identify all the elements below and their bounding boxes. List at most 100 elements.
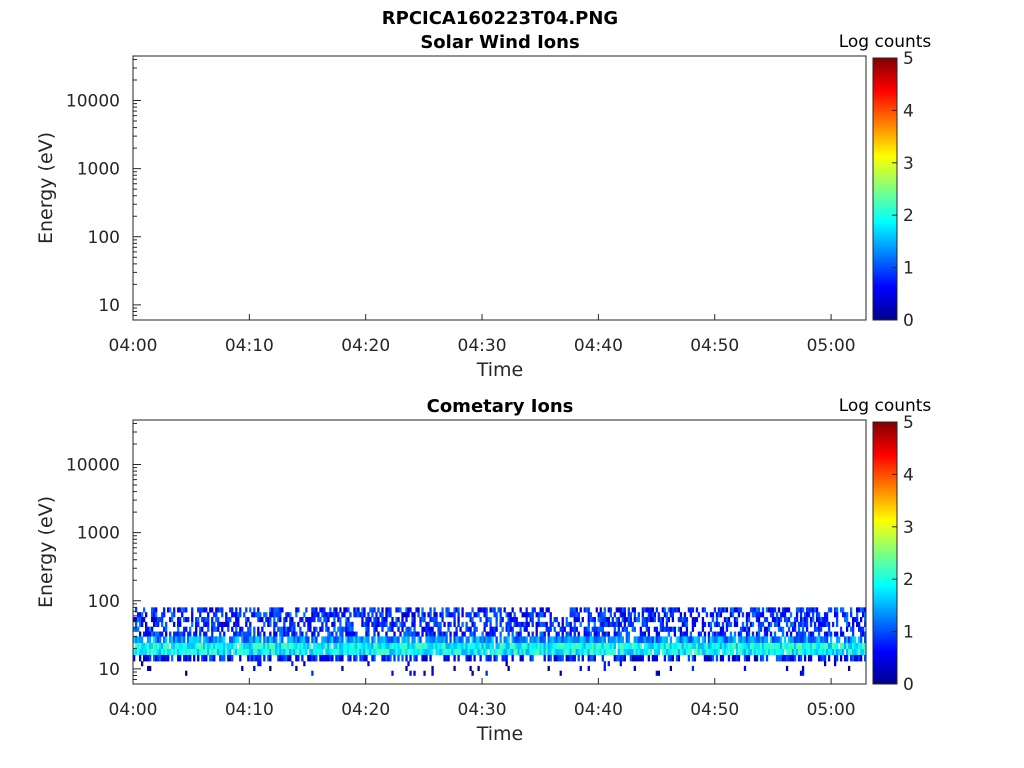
spectrogram-cell <box>431 665 434 671</box>
spectrogram-cell <box>721 631 725 637</box>
spectrogram-cell <box>629 654 632 662</box>
spectrogram-cell <box>765 617 769 623</box>
spectrogram-cell <box>231 626 234 632</box>
spectrogram-cell <box>289 617 292 623</box>
spectrogram-cell <box>809 642 813 650</box>
spectrogram-cell <box>389 612 392 618</box>
spectrogram-cell <box>405 607 408 613</box>
spectrogram-cell <box>541 607 544 613</box>
spectrogram-cell <box>353 631 356 637</box>
spectrogram-cell <box>377 631 380 637</box>
spectrogram-cell <box>247 648 250 656</box>
spectrogram-cell <box>243 636 246 644</box>
spectrogram-cell <box>405 648 408 656</box>
spectrogram-cell <box>203 648 206 656</box>
spectrogram-cell <box>139 621 142 628</box>
spectrogram-cell <box>649 648 652 656</box>
spectrogram-cell <box>301 648 304 656</box>
spectrogram-cell <box>395 642 398 650</box>
spectrogram-cell <box>385 654 388 662</box>
spectrogram-cell <box>475 648 478 656</box>
spectrogram-cell <box>169 607 172 613</box>
spectrogram-cell <box>413 670 416 676</box>
spectrogram-cell <box>781 648 785 656</box>
spectrogram-cell <box>425 642 428 650</box>
spectrogram-cell <box>483 612 486 618</box>
spectrogram-cell <box>257 648 260 656</box>
spectrogram-cell <box>613 626 616 632</box>
spectrogram-cell <box>673 648 677 656</box>
spectrogram-cell <box>815 648 819 656</box>
spectrogram-cell <box>637 654 640 662</box>
spectrogram-cell <box>491 642 494 650</box>
spectrogram-cell <box>579 607 582 613</box>
spectrogram-cell <box>817 631 821 637</box>
spectrogram-cell <box>847 621 851 628</box>
spectrogram-cell <box>773 648 777 656</box>
spectrogram-cell <box>273 648 276 656</box>
spectrogram-cell <box>453 654 456 662</box>
spectrogram-cell <box>393 621 396 628</box>
spectrogram-cell <box>691 636 695 644</box>
spectrogram-cell <box>249 654 252 662</box>
spectrogram-cell <box>589 636 592 644</box>
spectrogram-cell <box>343 626 346 632</box>
spectrogram-cell <box>797 654 801 662</box>
spectrogram-cell <box>823 661 827 667</box>
spectrogram-cell <box>413 631 416 637</box>
spectrogram-cell <box>833 661 837 667</box>
spectrogram-cell <box>759 636 763 644</box>
spectrogram-cell <box>703 648 707 656</box>
spectrogram-cell <box>333 642 336 650</box>
spectrogram-cell <box>477 612 480 618</box>
spectrogram-cell <box>553 648 556 656</box>
spectrogram-cell <box>577 612 580 618</box>
spectrogram-cell <box>691 626 695 632</box>
spectrogram-cell <box>183 617 186 623</box>
spectrogram-cell <box>447 626 450 632</box>
spectrogram-cell <box>625 636 628 644</box>
spectrogram-cell <box>699 642 703 650</box>
spectrogram-cell <box>623 607 626 613</box>
spectrogram-cell <box>387 626 390 632</box>
spectrogram-cell <box>325 612 328 618</box>
spectrogram-cell <box>497 648 500 656</box>
spectrogram-cell <box>639 654 642 662</box>
spectrogram-cell <box>327 617 330 623</box>
spectrogram-cell <box>179 617 182 623</box>
spectrogram-cell <box>639 636 642 644</box>
spectrogram-cell <box>727 636 731 644</box>
spectrogram-cell <box>323 642 326 650</box>
spectrogram-cell <box>651 636 655 644</box>
spectrogram-cell <box>739 648 743 656</box>
spectrogram-cell <box>467 636 470 644</box>
spectrogram-cell <box>799 636 803 644</box>
spectrogram-cell <box>829 636 833 644</box>
spectrogram-cell <box>713 636 717 644</box>
spectrogram-cell <box>495 617 498 623</box>
spectrogram-cell <box>629 642 632 650</box>
spectrogram-cell <box>421 631 424 637</box>
spectrogram-cell <box>439 642 442 650</box>
spectrogram-cell <box>549 621 552 628</box>
spectrogram-cell <box>843 612 847 618</box>
spectrogram-cell <box>777 648 781 656</box>
spectrogram-cell <box>819 621 823 628</box>
spectrogram-cell <box>381 648 384 656</box>
spectrogram-cell <box>185 607 188 613</box>
spectrogram-cell <box>267 648 270 656</box>
spectrogram-cell <box>485 670 488 676</box>
spectrogram-cell <box>257 636 260 644</box>
spectrogram-cell <box>293 642 296 650</box>
spectrogram-cell <box>791 648 795 656</box>
spectrogram-cell <box>361 654 364 662</box>
spectrogram-cell <box>647 612 650 618</box>
spectrogram-cell <box>575 607 578 613</box>
spectrogram-cell <box>311 654 314 662</box>
spectrogram-cell <box>227 626 230 632</box>
spectrogram-cell <box>809 607 813 613</box>
spectrogram-cell <box>465 612 468 618</box>
spectrogram-cell <box>455 642 458 650</box>
spectrogram-cell <box>749 636 753 644</box>
spectrogram-cell <box>271 648 274 656</box>
